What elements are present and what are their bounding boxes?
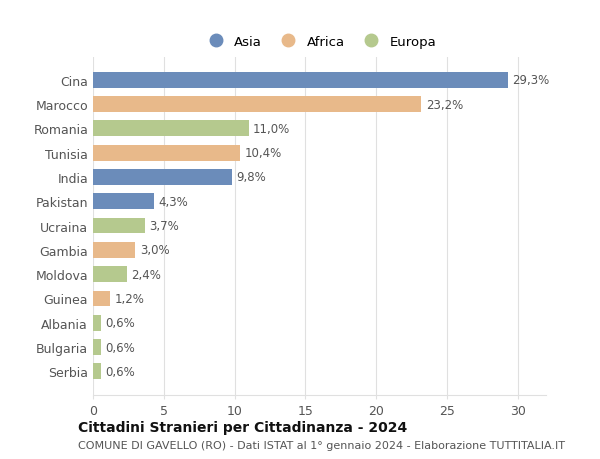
Text: 0,6%: 0,6% [106,317,136,330]
Bar [93,339,101,355]
Text: COMUNE DI GAVELLO (RO) - Dati ISTAT al 1° gennaio 2024 - Elaborazione TUTTITALIA: COMUNE DI GAVELLO (RO) - Dati ISTAT al 1… [78,440,565,450]
Bar [93,267,127,282]
Text: 9,8%: 9,8% [236,171,266,184]
Bar [93,97,421,113]
Text: 10,4%: 10,4% [244,147,282,160]
Bar [93,121,249,137]
Bar [93,194,154,210]
Text: 0,6%: 0,6% [106,341,136,354]
Bar [93,146,240,161]
Text: Cittadini Stranieri per Cittadinanza - 2024: Cittadini Stranieri per Cittadinanza - 2… [78,420,407,434]
Bar [93,73,508,89]
Text: 23,2%: 23,2% [425,98,463,112]
Legend: Asia, Africa, Europa: Asia, Africa, Europa [197,30,442,54]
Bar [93,242,136,258]
Text: 29,3%: 29,3% [512,74,549,87]
Bar [93,315,101,331]
Bar [93,218,145,234]
Text: 3,0%: 3,0% [140,244,169,257]
Text: 0,6%: 0,6% [106,365,136,378]
Bar [93,291,110,307]
Text: 2,4%: 2,4% [131,268,161,281]
Bar [93,364,101,380]
Text: 1,2%: 1,2% [114,292,144,305]
Bar [93,170,232,185]
Text: 4,3%: 4,3% [158,196,188,208]
Text: 11,0%: 11,0% [253,123,290,135]
Text: 3,7%: 3,7% [149,219,179,233]
